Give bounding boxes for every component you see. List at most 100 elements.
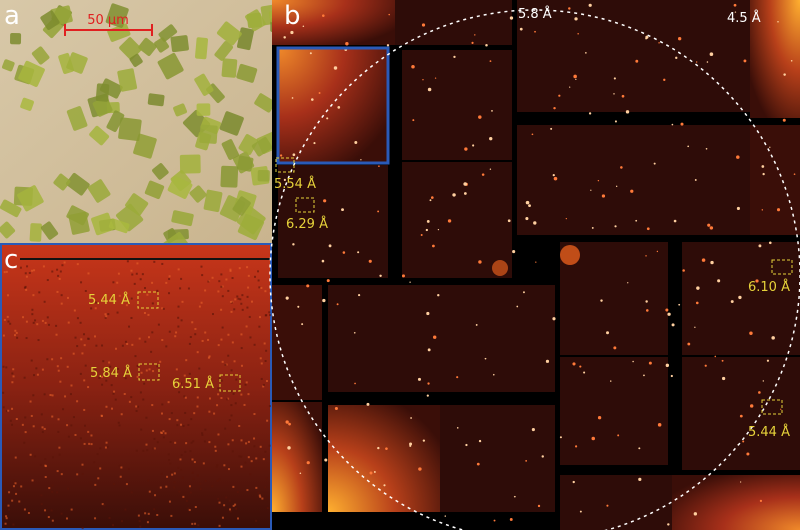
noise-pixel	[12, 485, 15, 488]
spot	[326, 279, 330, 283]
noise-pixel	[217, 387, 220, 390]
spot	[707, 223, 711, 227]
spot	[334, 406, 338, 411]
noise-pixel	[269, 314, 272, 317]
noise-pixel	[105, 379, 108, 382]
noise-pixel	[231, 450, 234, 453]
noise-pixel	[41, 319, 44, 322]
noise-pixel	[31, 308, 34, 311]
noise-pixel	[18, 500, 21, 503]
noise-pixel	[184, 396, 187, 399]
noise-pixel	[173, 486, 176, 489]
noise-pixel	[147, 313, 150, 316]
noise-pixel	[159, 486, 162, 489]
noise-pixel	[139, 391, 142, 394]
spot	[456, 376, 459, 379]
noise-pixel	[168, 500, 171, 503]
noise-pixel	[141, 273, 144, 276]
noise-pixel	[94, 307, 97, 310]
crystal	[117, 68, 138, 92]
spot	[493, 519, 496, 522]
spot	[601, 194, 606, 198]
crystal	[251, 137, 273, 157]
noise-pixel	[218, 478, 221, 481]
noise-pixel	[56, 365, 59, 368]
detector-tile	[395, 0, 512, 45]
noise-pixel	[130, 269, 133, 272]
noise-pixel	[16, 336, 19, 339]
noise-pixel	[41, 431, 44, 434]
noise-pixel	[143, 382, 146, 385]
noise-pixel	[140, 371, 143, 374]
noise-pixel	[202, 462, 205, 465]
spot	[285, 296, 289, 300]
spot	[489, 60, 492, 63]
noise-pixel	[217, 433, 220, 436]
noise-pixel	[25, 320, 28, 323]
noise-pixel	[150, 350, 153, 353]
noise-pixel	[168, 292, 171, 295]
noise-pixel	[70, 508, 73, 511]
noise-pixel	[169, 441, 172, 444]
spot	[541, 455, 544, 458]
spot	[368, 259, 372, 263]
spot	[525, 200, 530, 205]
noise-pixel	[188, 372, 191, 375]
spot	[613, 346, 617, 350]
noise-pixel	[236, 491, 239, 494]
spot	[478, 115, 482, 119]
noise-pixel	[230, 310, 233, 313]
spot	[591, 226, 594, 229]
noise-pixel	[102, 297, 105, 300]
spot	[366, 402, 370, 406]
noise-pixel	[59, 270, 62, 273]
spot	[292, 153, 296, 157]
noise-pixel	[247, 393, 250, 396]
noise-pixel	[118, 424, 121, 427]
noise-pixel	[187, 507, 190, 510]
noise-pixel	[19, 266, 22, 269]
spot	[671, 323, 675, 327]
noise-pixel	[204, 331, 207, 334]
noise-pixel	[134, 355, 137, 358]
resolution-label: 5.44 Å	[748, 424, 790, 440]
noise-pixel	[29, 400, 32, 403]
noise-pixel	[46, 279, 49, 282]
noise-pixel	[74, 336, 77, 339]
noise-pixel	[265, 380, 268, 383]
spot	[525, 217, 529, 221]
noise-pixel	[161, 430, 164, 433]
crystal	[154, 37, 170, 53]
spot-box	[138, 363, 160, 381]
spot	[401, 274, 405, 278]
noise-pixel	[259, 445, 262, 448]
noise-pixel	[208, 410, 211, 413]
noise-pixel	[9, 419, 12, 422]
noise-pixel	[247, 440, 250, 443]
noise-pixel	[194, 522, 197, 525]
noise-pixel	[220, 273, 223, 276]
noise-pixel	[48, 487, 51, 490]
noise-pixel	[70, 384, 73, 387]
noise-pixel	[60, 294, 63, 297]
crystal	[232, 196, 251, 216]
noise-pixel	[176, 419, 179, 422]
noise-pixel	[2, 365, 5, 368]
noise-pixel	[183, 395, 186, 398]
noise-pixel	[194, 382, 197, 385]
noise-pixel	[153, 447, 156, 450]
noise-pixel	[103, 504, 106, 507]
noise-pixel	[41, 368, 44, 371]
noise-pixel	[266, 507, 269, 510]
spot	[369, 471, 373, 475]
noise-pixel	[232, 504, 235, 507]
crystal	[199, 124, 218, 144]
noise-pixel	[190, 458, 193, 461]
noise-pixel	[217, 344, 220, 347]
spot	[447, 219, 452, 223]
noise-pixel	[171, 473, 174, 476]
noise-pixel	[89, 481, 92, 484]
noise-pixel	[112, 524, 115, 527]
noise-pixel	[232, 392, 235, 395]
spot	[528, 204, 531, 208]
